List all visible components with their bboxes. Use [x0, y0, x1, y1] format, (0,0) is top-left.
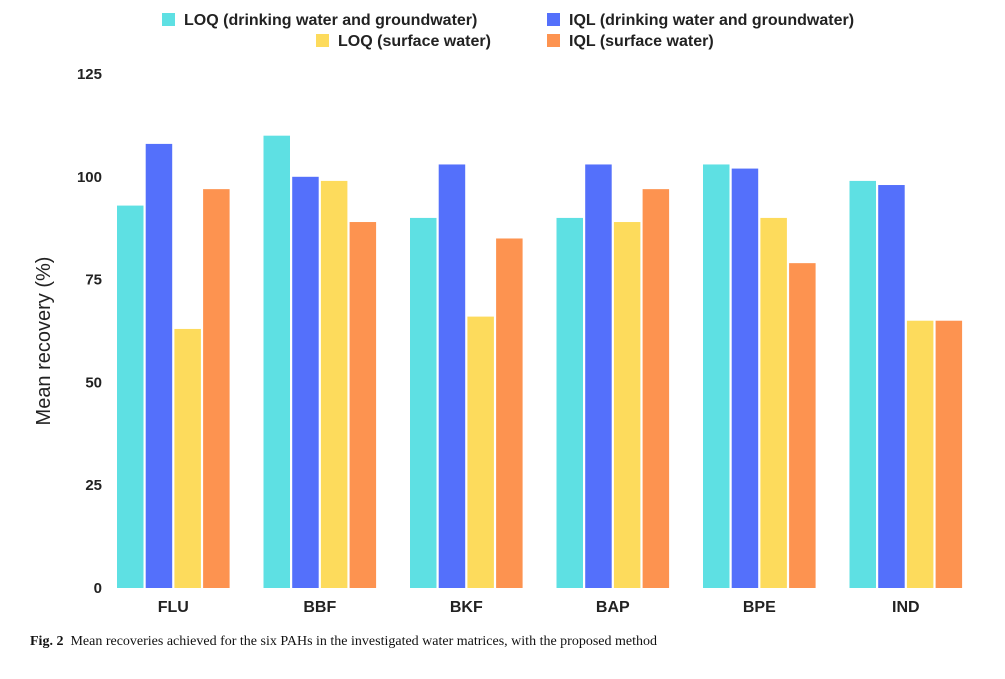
- bar-bap-series-0: [556, 217, 583, 589]
- figure-caption: Fig. 2 Mean recoveries achieved for the …: [30, 634, 657, 650]
- x-axis-labels: FLU BBF BKF BAP BPE IND: [158, 599, 920, 616]
- x-tick-label-flu: FLU: [158, 599, 189, 616]
- bar-flu-series-2: [174, 328, 201, 588]
- legend-swatch-loq-drinking: [162, 13, 175, 26]
- bar-bbf-series-3: [349, 222, 377, 589]
- y-tick-label: 25: [85, 477, 102, 494]
- x-tick-label-bbf: BBF: [303, 599, 336, 616]
- y-tick-label: 100: [77, 169, 102, 186]
- y-tick-label: 125: [77, 66, 102, 83]
- bar-flu-series-1: [145, 143, 173, 589]
- y-tick-label: 50: [85, 374, 102, 391]
- x-tick-label-bap: BAP: [596, 599, 630, 616]
- bar-bap-series-3: [642, 189, 670, 589]
- legend-swatch-loq-surface: [316, 34, 329, 47]
- bar-bpe-series-0: [703, 164, 730, 589]
- y-tick-label: 0: [94, 580, 102, 597]
- bar-flu-series-3: [203, 189, 230, 589]
- bar-ind-series-3: [935, 320, 963, 588]
- bar-bbf-series-2: [320, 180, 348, 589]
- bar-bpe-series-1: [731, 168, 759, 589]
- bar-bbf-series-0: [263, 135, 290, 588]
- bar-bap-series-2: [613, 222, 641, 589]
- bar-bkf-series-2: [467, 316, 494, 588]
- y-axis-ticks: 0 25 50 75 100 125: [77, 66, 102, 597]
- legend-label-loq-drinking: LOQ (drinking water and groundwater): [184, 12, 477, 29]
- legend-swatch-iql-drinking: [547, 13, 560, 26]
- bar-bbf-series-1: [292, 176, 319, 589]
- bar-ind-series-2: [906, 320, 934, 588]
- bars: [117, 135, 963, 589]
- bar-bkf-series-1: [438, 164, 466, 589]
- x-tick-label-bkf: BKF: [450, 599, 483, 616]
- legend-label-iql-drinking: IQL (drinking water and groundwater): [569, 12, 854, 29]
- bar-ind-series-0: [849, 180, 876, 589]
- y-tick-label: 75: [85, 272, 102, 289]
- bar-bkf-series-0: [410, 217, 437, 589]
- bar-flu-series-0: [117, 205, 144, 589]
- bar-bap-series-1: [585, 164, 612, 589]
- legend-label-iql-surface: IQL (surface water): [569, 33, 714, 50]
- legend-label-loq-surface: LOQ (surface water): [338, 33, 491, 50]
- caption-text: Mean recoveries achieved for the six PAH…: [70, 634, 657, 649]
- y-axis-title: Mean recovery (%): [33, 257, 55, 426]
- caption-label: Fig. 2: [30, 634, 64, 649]
- legend-swatch-iql-surface: [547, 34, 560, 47]
- bar-ind-series-1: [878, 185, 905, 589]
- bar-bkf-series-3: [496, 238, 523, 589]
- x-tick-label-ind: IND: [892, 599, 920, 616]
- x-tick-label-bpe: BPE: [743, 599, 776, 616]
- legend: LOQ (drinking water and groundwater) IQL…: [162, 12, 854, 50]
- bar-bpe-series-3: [789, 263, 816, 588]
- bar-bpe-series-2: [760, 217, 787, 589]
